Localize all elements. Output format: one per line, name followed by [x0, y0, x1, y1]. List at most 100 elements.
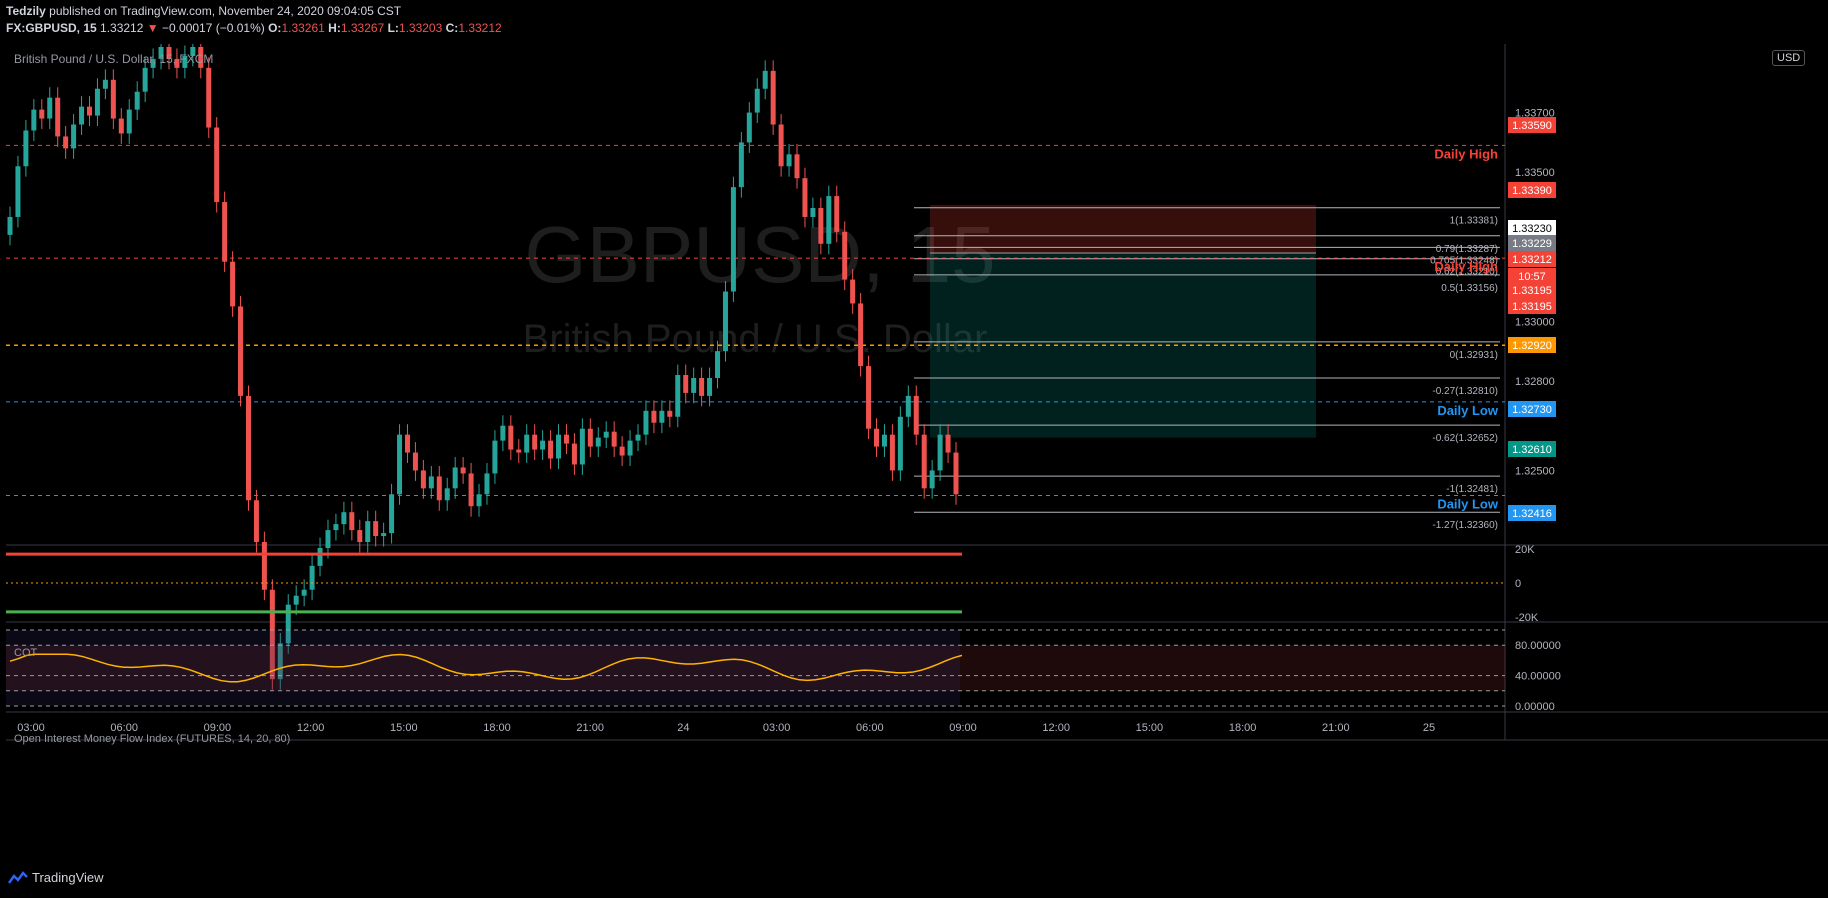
candle-body — [277, 643, 283, 680]
footer: TradingView — [0, 860, 1828, 898]
x-tick-label: 18:00 — [483, 722, 511, 734]
candle-body — [850, 279, 856, 304]
candle-body — [230, 261, 236, 307]
high-label: H: — [328, 21, 341, 35]
last-price: 1.33212 — [100, 21, 144, 35]
candle-body — [500, 425, 506, 441]
candle-body — [293, 595, 299, 605]
price-badge-label: 1.32610 — [1512, 444, 1552, 456]
candle-body — [683, 375, 689, 393]
candle-body — [261, 542, 267, 590]
candle-body — [31, 109, 37, 131]
candle-body — [492, 440, 498, 474]
candle-body — [333, 524, 339, 531]
x-tick-label: 25 — [1423, 722, 1435, 734]
y-tick-label: 1.33000 — [1515, 316, 1555, 328]
candle-body — [953, 452, 959, 495]
fib-label: -1.27(1.32360) — [1432, 520, 1498, 531]
price-badge — [1508, 117, 1556, 133]
price-badge — [1508, 182, 1556, 198]
candle-body — [397, 434, 403, 495]
candle-body — [643, 410, 649, 435]
chart-header: Tedzily published on TradingView.com, No… — [0, 0, 1828, 44]
candle-body — [508, 425, 514, 450]
candle-body — [381, 533, 387, 537]
candle-body — [102, 79, 108, 89]
oimfi-tick-label: 40.00000 — [1515, 671, 1561, 683]
candle-body — [174, 58, 180, 68]
candle-body — [126, 109, 132, 134]
open-value: 1.33261 — [281, 21, 325, 35]
candle-body — [929, 470, 935, 489]
down-arrow-icon: ▼ — [146, 21, 159, 35]
x-tick-label: 03:00 — [763, 722, 791, 734]
x-tick-label: 18:00 — [1229, 722, 1257, 734]
fib-label: -0.27(1.32810) — [1432, 386, 1498, 397]
x-tick-label: 21:00 — [1322, 722, 1350, 734]
candle-body — [134, 91, 140, 110]
candle-body — [150, 58, 156, 68]
candle-body — [420, 470, 426, 489]
candle-body — [373, 521, 379, 537]
candle-body — [722, 291, 728, 352]
candle-body — [39, 109, 45, 119]
candle-body — [897, 416, 903, 471]
price-badge — [1508, 220, 1556, 236]
candle-body — [524, 434, 530, 453]
candle-body — [826, 196, 832, 244]
level-label: Daily Low — [1437, 496, 1499, 511]
price-badge-label: 1.33195 — [1512, 285, 1552, 297]
candle-body — [874, 428, 880, 447]
candle-body — [675, 375, 681, 417]
candle-body — [428, 476, 434, 489]
y-tick-label: 1.32800 — [1515, 376, 1555, 388]
x-tick-label: 12:00 — [297, 722, 325, 734]
candle-body — [7, 216, 13, 235]
price-badge-label: 1.33195 — [1512, 301, 1552, 313]
candle-body — [945, 434, 951, 453]
candle-body — [834, 196, 840, 232]
fib-label: -0.62(1.32652) — [1432, 433, 1498, 444]
author-name[interactable]: Tedzily — [6, 4, 46, 18]
candle-body — [858, 303, 864, 367]
fib-label: 0.5(1.33156) — [1441, 283, 1498, 294]
candle-body — [365, 521, 371, 543]
fib-label: 0.79(1.33287) — [1436, 244, 1498, 255]
candle-body — [468, 473, 474, 507]
chart-title: British Pound / U.S. Dollar, 15, FXCM — [14, 52, 214, 66]
candle-body — [905, 395, 911, 417]
y-tick-label: 1.33700 — [1515, 108, 1555, 120]
candle-body — [404, 434, 410, 453]
candle-body — [818, 208, 824, 244]
price-badge-label: 1.33390 — [1512, 185, 1552, 197]
candle-body — [866, 366, 872, 429]
price-badge-label: 1.33212 — [1512, 254, 1552, 266]
candle-body — [341, 512, 347, 525]
currency-button[interactable]: USD — [1772, 50, 1806, 66]
candle-body — [571, 443, 577, 465]
cot-tick-label: 0 — [1515, 578, 1521, 590]
candle-body — [611, 431, 617, 447]
candle-body — [802, 178, 808, 217]
candle-body — [738, 142, 744, 188]
candle-body — [587, 428, 593, 447]
tradingview-logo[interactable]: TradingView — [8, 870, 104, 885]
candle-body — [182, 55, 188, 68]
price-change: −0.00017 (−0.01%) — [162, 21, 265, 35]
candle-body — [651, 410, 657, 423]
low-label: L: — [387, 21, 399, 35]
y-tick-label: 1.32500 — [1515, 465, 1555, 477]
candle-body — [238, 306, 244, 396]
candle-body — [357, 530, 363, 543]
tradingview-icon — [8, 870, 28, 884]
candle-body — [436, 476, 442, 501]
candle-body — [245, 395, 251, 501]
candle-body — [595, 437, 601, 447]
candle-body — [317, 547, 323, 566]
price-badge — [1508, 268, 1556, 284]
x-tick-label: 03:00 — [17, 722, 45, 734]
x-tick-label: 12:00 — [1042, 722, 1070, 734]
chart-canvas[interactable]: GBPUSD, 15 British Pound / U.S. Dollar 1(1… — [0, 44, 1828, 860]
candle-body — [142, 67, 148, 92]
candle-body — [937, 434, 943, 471]
